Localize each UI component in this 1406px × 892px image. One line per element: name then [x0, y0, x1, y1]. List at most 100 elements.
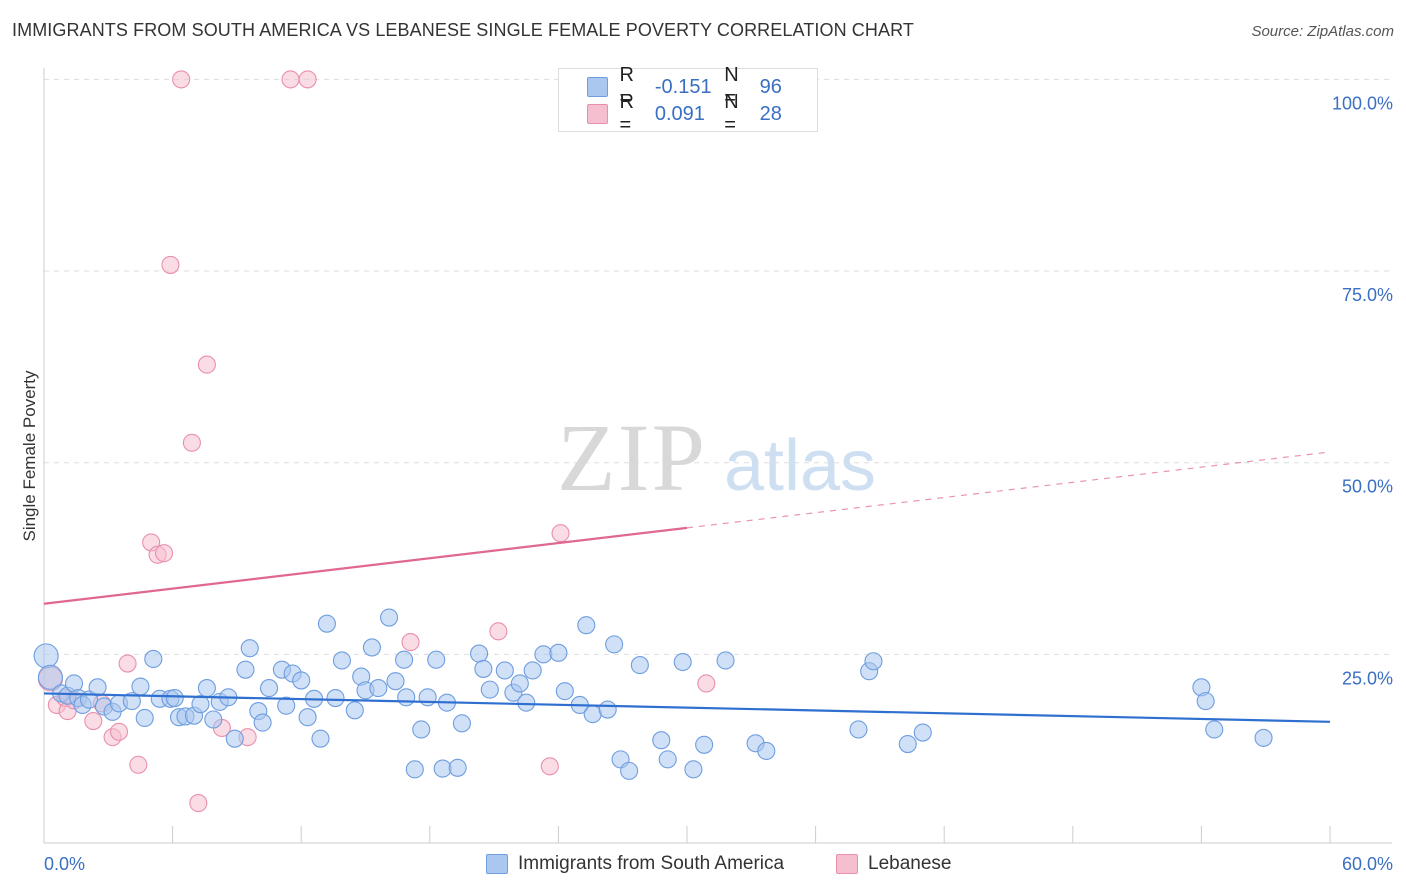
data-point-south-america: [122, 692, 141, 711]
data-point-south-america: [523, 661, 542, 680]
data-point-south-america: [583, 705, 602, 724]
legend-swatch-blue: [486, 854, 508, 874]
data-point-south-america: [88, 678, 107, 697]
data-point-south-america: [362, 638, 381, 657]
chart-title: IMMIGRANTS FROM SOUTH AMERICA VS LEBANES…: [12, 20, 914, 40]
data-point-lebanese: [109, 722, 129, 741]
data-point-lebanese: [154, 544, 174, 563]
data-point-south-america: [577, 616, 596, 635]
data-point-south-america: [1254, 728, 1273, 747]
r-label: R =: [619, 91, 634, 136]
data-point-lebanese: [189, 794, 208, 813]
data-point-south-america: [495, 661, 514, 680]
x-tick-label: 0.0%: [44, 854, 85, 874]
chart-source: Source: ZipAtlas.com: [1251, 23, 1394, 40]
data-point-lebanese: [298, 70, 317, 89]
y-axis-title: Single Female Poverty: [20, 370, 39, 542]
data-point-south-america: [427, 650, 446, 669]
y-tick-label: 25.0%: [1342, 668, 1393, 688]
data-point-south-america: [144, 649, 163, 668]
data-point-south-america: [191, 695, 210, 714]
correlation-legend: R = -0.151 N = 96 R = 0.091 N = 28: [558, 64, 818, 136]
y-tick-label: 100.0%: [1332, 93, 1393, 113]
data-point-lebanese: [540, 757, 559, 776]
data-point-lebanese: [84, 711, 103, 731]
y-tick-label: 50.0%: [1342, 477, 1393, 497]
data-point-south-america: [259, 679, 279, 698]
data-point-lebanese: [182, 433, 201, 452]
series-legend: Immigrants from South America Lebanese: [0, 850, 1406, 878]
legend-item-lebanese[interactable]: Lebanese: [836, 850, 951, 878]
trend-line-south-america: [43, 692, 1331, 723]
data-point-south-america: [433, 759, 452, 778]
data-point-south-america: [311, 729, 330, 748]
data-point-south-america: [37, 664, 63, 690]
legend-row-lebanese: R = 0.091 N = 28: [587, 91, 817, 136]
watermark: ZIP atlas: [557, 404, 876, 511]
data-point-lebanese: [697, 674, 716, 693]
data-point-south-america: [448, 758, 467, 777]
data-point-south-america: [849, 720, 868, 739]
legend-swatch-blue: [587, 77, 608, 97]
data-point-south-america: [326, 688, 345, 708]
data-point-south-america: [605, 635, 624, 654]
data-point-south-america: [204, 710, 223, 729]
data-point-south-america: [652, 731, 671, 750]
r-label: R =: [619, 64, 634, 109]
data-point-south-america: [135, 708, 154, 728]
data-point-south-america: [225, 729, 244, 748]
data-point-south-america: [197, 679, 216, 698]
trend-lines: [43, 451, 1331, 723]
data-point-south-america: [510, 674, 529, 693]
axes: [43, 68, 1392, 844]
legend-label: Lebanese: [868, 853, 952, 874]
data-point-south-america: [452, 714, 472, 733]
data-point-south-america: [474, 659, 493, 678]
data-point-south-america: [534, 645, 553, 664]
data-point-south-america: [684, 760, 703, 779]
data-point-south-america: [397, 688, 416, 707]
n-value: 96: [759, 75, 782, 98]
data-point-south-america: [630, 656, 649, 675]
data-point-south-america: [757, 741, 776, 760]
legend-swatch-pink: [836, 854, 858, 874]
legend-swatch-pink: [587, 104, 608, 124]
data-point-south-america: [240, 639, 259, 658]
data-point-south-america: [716, 651, 735, 670]
grid-lines: [44, 78, 1392, 655]
n-value: 28: [759, 102, 782, 125]
data-point-south-america: [369, 679, 388, 698]
data-point-lebanese: [172, 70, 191, 89]
data-point-south-america: [253, 713, 272, 732]
data-point-south-america: [555, 682, 574, 701]
data-point-south-america: [549, 643, 568, 662]
data-point-south-america: [317, 614, 336, 633]
r-value: -0.151: [654, 75, 712, 98]
trend-line-lebanese: [43, 526, 688, 605]
legend-item-south-america[interactable]: Immigrants from South America: [486, 850, 784, 878]
data-point-south-america: [517, 693, 536, 712]
data-point-south-america: [380, 608, 399, 627]
data-point-south-america: [412, 720, 431, 739]
data-point-south-america: [33, 643, 59, 669]
data-point-lebanese: [197, 355, 216, 374]
data-point-south-america: [470, 644, 489, 663]
data-point-south-america: [598, 700, 617, 719]
data-point-south-america: [298, 708, 317, 727]
data-point-south-america: [131, 677, 150, 696]
y-tick-label: 75.0%: [1342, 285, 1393, 305]
data-point-south-america: [695, 735, 714, 754]
data-point-south-america: [673, 652, 692, 672]
data-point-lebanese: [161, 255, 180, 274]
data-point-south-america: [620, 761, 639, 780]
watermark-atlas: atlas: [724, 426, 876, 506]
x-tick-label: 60.0%: [1342, 854, 1393, 874]
data-point-lebanese: [129, 755, 148, 774]
data-point-lebanese: [281, 70, 300, 89]
data-point-south-america: [898, 734, 917, 754]
data-point-south-america: [913, 723, 932, 742]
data-point-south-america: [1196, 692, 1215, 711]
data-point-lebanese: [118, 654, 137, 673]
r-value: 0.091: [654, 102, 705, 125]
